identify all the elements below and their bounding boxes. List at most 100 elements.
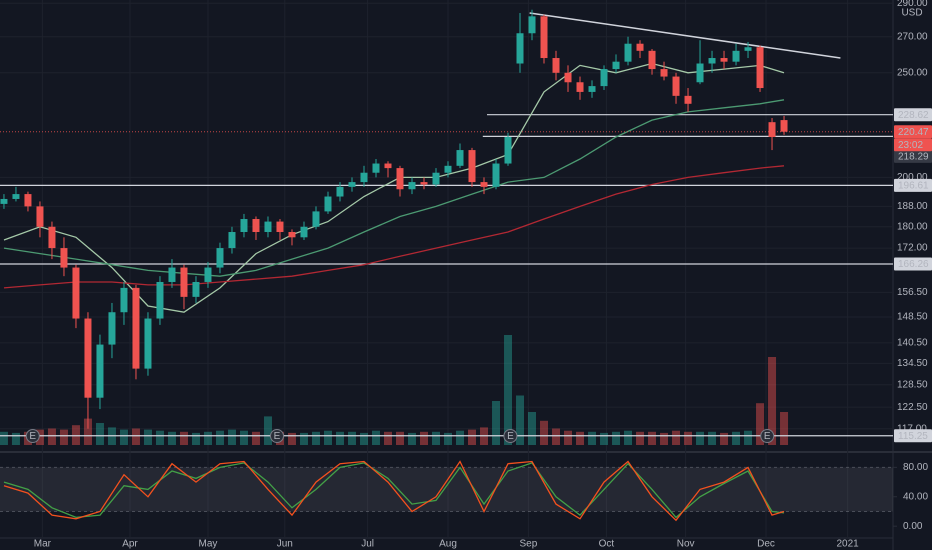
stoch-tick-label: 40.00 [903, 491, 928, 502]
x-tick-label: Apr [122, 539, 138, 550]
volume-bar [347, 431, 356, 445]
stoch-line [3, 462, 785, 519]
candle-body [144, 318, 152, 369]
volume-bar [624, 430, 633, 445]
last-price-label-bg [894, 125, 932, 139]
volume-bar [227, 429, 236, 445]
volume-bar [431, 431, 440, 445]
volume-bar [11, 432, 20, 445]
candle-body [180, 267, 188, 297]
y-tick-label: 128.50 [897, 379, 928, 390]
volume-bar [768, 357, 777, 445]
volume-bar [35, 429, 44, 445]
volume-bar [528, 412, 537, 445]
candle-body [432, 172, 440, 185]
volume-bar [540, 420, 549, 445]
candle-body [372, 163, 380, 173]
candle-body [588, 86, 596, 92]
candle-body [780, 120, 788, 132]
y-tick-label: 134.50 [897, 358, 928, 369]
volume-bar [239, 430, 248, 445]
candle-body [156, 281, 164, 319]
candle-body [420, 182, 428, 185]
y-tick-label: 122.50 [897, 402, 928, 413]
volume-bar [756, 403, 765, 445]
candle-body [240, 219, 248, 233]
earnings-marker [503, 429, 518, 443]
x-tick-label: Sep [520, 539, 538, 550]
candle-body [192, 281, 200, 297]
volume-bar [564, 430, 573, 445]
candle-body [444, 165, 452, 173]
candle-body [12, 194, 20, 199]
candle-body [612, 61, 620, 70]
candle-body [288, 232, 296, 238]
volume-bar [504, 335, 513, 445]
volume-bar [131, 428, 140, 445]
candle-body [348, 182, 356, 187]
volume-bar [323, 430, 332, 445]
candle-body [24, 194, 32, 207]
volume-bar [720, 432, 729, 445]
x-tick-label: Jul [361, 539, 374, 550]
volume-bar [287, 432, 296, 445]
volume-bar [359, 432, 368, 445]
volume-bar [588, 431, 597, 445]
candle-body [0, 198, 8, 204]
x-tick-label: Mar [34, 539, 52, 550]
candle-body [624, 43, 632, 62]
stoch-line [3, 460, 785, 522]
volume-bar [395, 431, 404, 445]
candle-body [228, 232, 236, 249]
level-label-bg [894, 257, 932, 271]
level-label: 218.29 [898, 152, 929, 163]
volume-bar [696, 431, 705, 445]
volume-bar [744, 430, 753, 445]
y-tick-label: 156.50 [897, 287, 928, 298]
candle-body [504, 136, 512, 164]
candle-body [132, 287, 140, 369]
volume-bar [263, 416, 272, 445]
volume-bar [732, 431, 741, 445]
volume-bar [191, 432, 200, 445]
volume-bar [371, 430, 380, 445]
x-tick-label: Oct [599, 539, 615, 550]
volume-bar [660, 432, 669, 445]
candle-body [408, 182, 416, 190]
earnings-marker [760, 429, 775, 443]
stoch-tick-label: 80.00 [903, 462, 928, 473]
candle-body [360, 172, 368, 183]
y-tick-label: 188.00 [897, 201, 928, 212]
volume-bar [684, 431, 693, 445]
volume-bar [636, 431, 645, 445]
volume-bar [407, 432, 416, 445]
level-label: 196.61 [898, 181, 929, 192]
x-tick-label: Jun [277, 539, 293, 550]
candle-body [168, 267, 176, 282]
volume-bar [95, 423, 104, 445]
moving-average [3, 99, 785, 277]
candle-body [480, 182, 488, 187]
volume-bar [143, 429, 152, 445]
candle-body [708, 58, 716, 64]
volume-bar [468, 429, 477, 445]
candle-body [756, 47, 764, 89]
volume-bar [612, 431, 621, 445]
candle-body [312, 211, 320, 227]
volume-bar [708, 431, 717, 445]
volume-bar [552, 428, 561, 445]
candle-body [696, 63, 704, 83]
candle-body [552, 58, 560, 73]
candle-body [540, 16, 548, 59]
candle-body [96, 344, 104, 398]
candle-body [636, 43, 644, 51]
level-label-bg [894, 149, 932, 163]
volume-bar [648, 431, 657, 445]
earnings-label: E [507, 431, 514, 442]
level-label-bg [894, 429, 932, 443]
candle-body [744, 47, 752, 51]
volume-bar [179, 431, 188, 445]
x-tick-label: Dec [757, 539, 775, 550]
